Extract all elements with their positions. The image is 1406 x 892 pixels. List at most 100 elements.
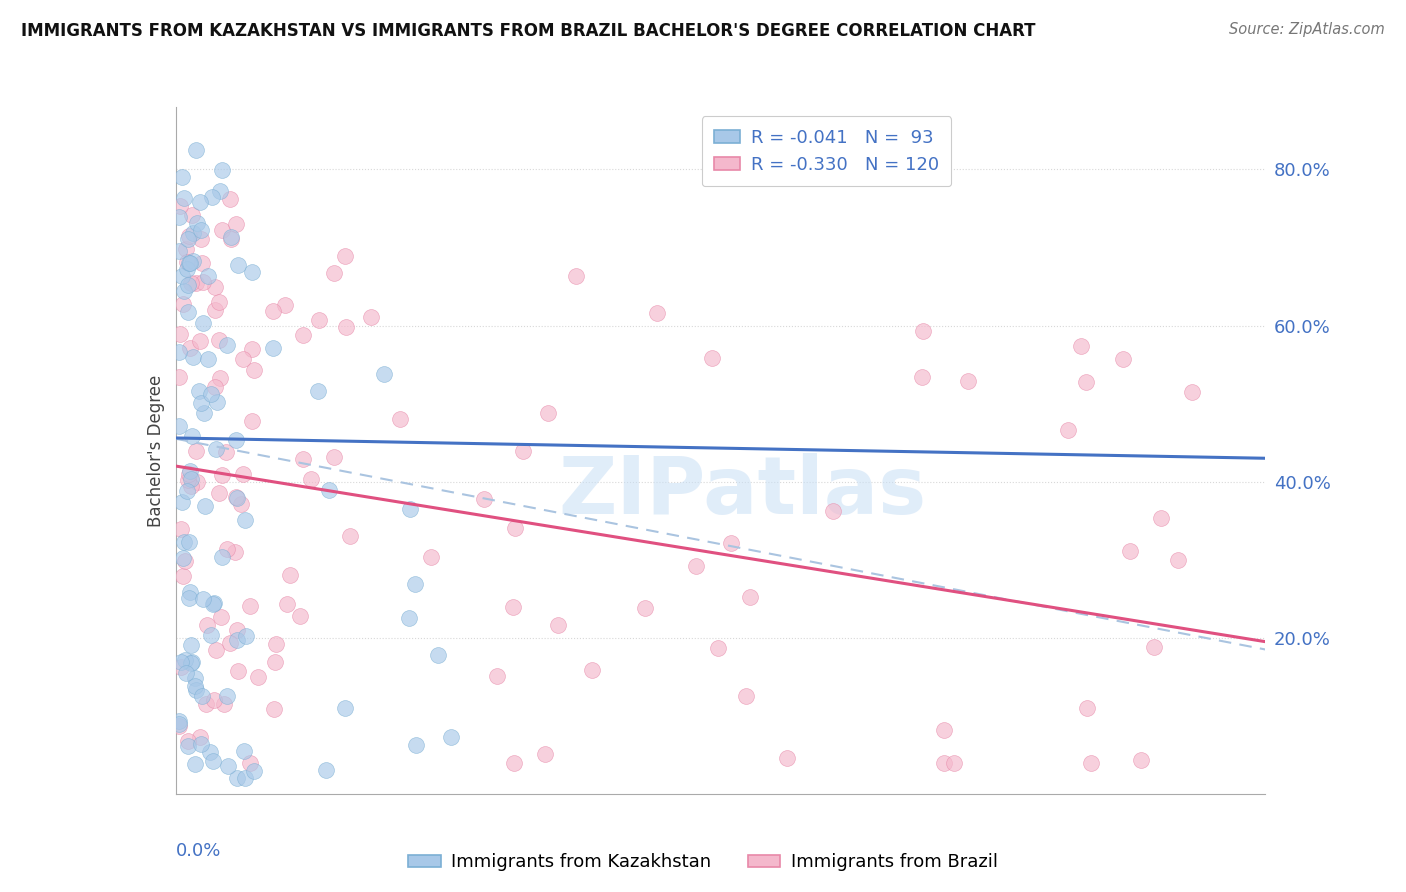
Point xyxy=(208,295,231,310)
Point xyxy=(581,663,603,677)
Point xyxy=(242,414,264,428)
Point xyxy=(333,700,356,714)
Point xyxy=(1143,640,1166,654)
Point xyxy=(398,610,420,624)
Point xyxy=(204,380,226,394)
Y-axis label: Bachelor's Degree: Bachelor's Degree xyxy=(146,375,165,526)
Point xyxy=(173,191,195,205)
Point xyxy=(204,442,226,456)
Point xyxy=(169,326,191,341)
Point xyxy=(318,483,340,497)
Point xyxy=(276,597,298,611)
Point xyxy=(211,467,233,482)
Point xyxy=(173,554,195,568)
Point xyxy=(426,648,449,662)
Point xyxy=(169,369,191,384)
Point xyxy=(503,756,526,770)
Point xyxy=(233,513,256,527)
Text: Source: ZipAtlas.com: Source: ZipAtlas.com xyxy=(1229,22,1385,37)
Point xyxy=(177,591,200,605)
Point xyxy=(200,628,222,642)
Point xyxy=(399,502,422,516)
Point xyxy=(191,591,214,606)
Point xyxy=(179,256,201,270)
Point xyxy=(211,162,233,177)
Point xyxy=(169,345,191,359)
Point xyxy=(308,312,330,326)
Point xyxy=(190,737,212,751)
Point xyxy=(440,730,463,744)
Point xyxy=(720,536,742,550)
Point xyxy=(188,334,211,348)
Point xyxy=(172,569,194,583)
Point xyxy=(180,656,202,670)
Point xyxy=(226,664,249,678)
Point xyxy=(183,757,205,772)
Point xyxy=(333,249,356,263)
Point xyxy=(740,591,762,605)
Point xyxy=(335,319,357,334)
Point xyxy=(186,216,208,230)
Point xyxy=(184,143,207,157)
Point xyxy=(339,528,361,542)
Point xyxy=(176,739,198,753)
Point xyxy=(232,352,254,367)
Point xyxy=(932,723,955,737)
Point xyxy=(360,310,382,325)
Point xyxy=(172,169,194,184)
Point xyxy=(197,351,219,366)
Point xyxy=(388,412,411,426)
Point xyxy=(1119,543,1142,558)
Point xyxy=(205,395,228,409)
Point xyxy=(211,223,233,237)
Point xyxy=(503,521,526,535)
Point xyxy=(177,467,200,481)
Point xyxy=(177,228,200,243)
Point xyxy=(219,192,242,206)
Point xyxy=(226,259,249,273)
Point xyxy=(188,730,211,744)
Point xyxy=(404,576,426,591)
Point xyxy=(700,351,723,366)
Point xyxy=(239,599,262,613)
Point xyxy=(1057,423,1080,437)
Point xyxy=(323,266,346,280)
Point xyxy=(225,623,247,637)
Point xyxy=(1070,339,1092,353)
Point xyxy=(190,395,212,409)
Point xyxy=(208,371,231,385)
Point xyxy=(262,304,284,318)
Point xyxy=(232,744,254,758)
Point xyxy=(190,223,212,237)
Point xyxy=(235,629,257,643)
Point xyxy=(170,269,193,284)
Point xyxy=(240,264,263,278)
Legend: R = -0.041   N =  93, R = -0.330   N = 120: R = -0.041 N = 93, R = -0.330 N = 120 xyxy=(702,116,952,186)
Point xyxy=(274,298,297,312)
Point xyxy=(170,522,193,536)
Point xyxy=(169,418,191,433)
Point xyxy=(233,771,256,786)
Point xyxy=(181,429,204,443)
Point xyxy=(174,242,197,256)
Point xyxy=(485,668,508,682)
Point xyxy=(266,637,288,651)
Point xyxy=(173,284,195,298)
Point xyxy=(172,551,194,566)
Point xyxy=(201,189,224,203)
Point xyxy=(195,617,218,632)
Point xyxy=(191,316,214,330)
Point xyxy=(278,568,301,582)
Point xyxy=(179,342,201,356)
Point xyxy=(169,244,191,259)
Point xyxy=(225,433,247,447)
Point xyxy=(201,597,224,611)
Point xyxy=(208,334,231,348)
Point xyxy=(645,306,668,320)
Point xyxy=(200,387,222,401)
Point xyxy=(186,444,208,458)
Point xyxy=(209,184,232,198)
Point xyxy=(634,601,657,615)
Point xyxy=(405,738,427,752)
Point xyxy=(183,351,205,365)
